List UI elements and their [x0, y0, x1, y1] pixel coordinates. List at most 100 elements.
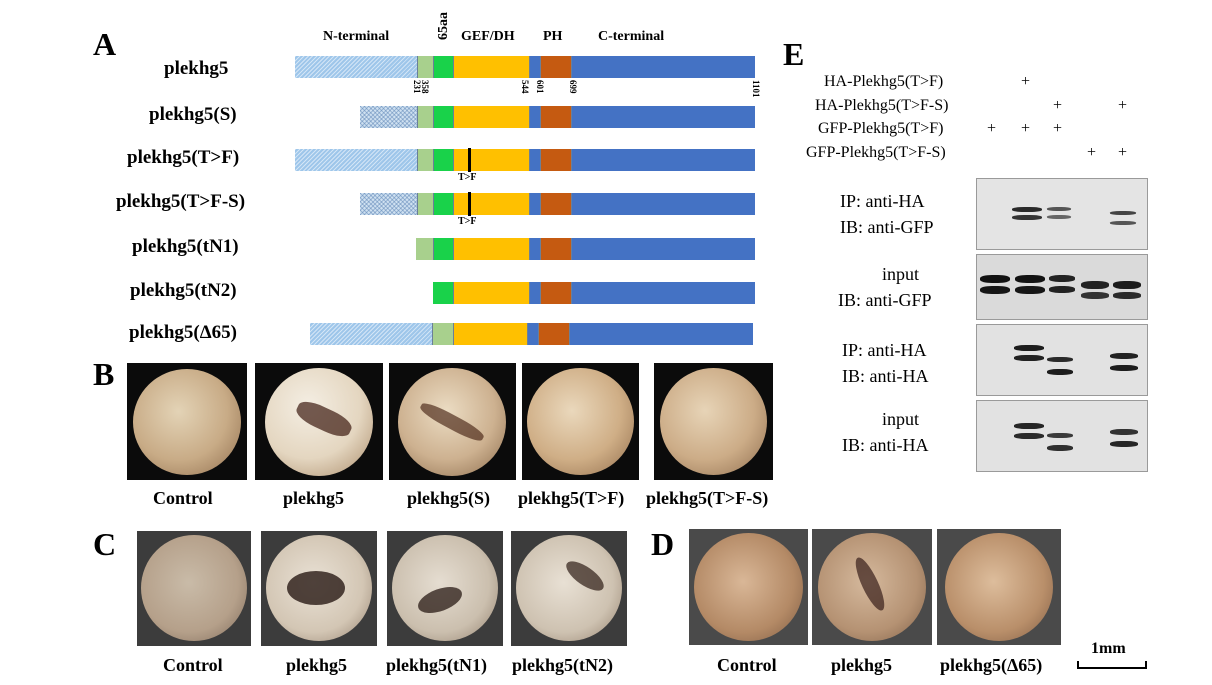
c-terminal-segment: [572, 193, 755, 215]
panel-label-a: A: [93, 26, 117, 62]
blot-label: IB: anti-HA: [842, 366, 929, 386]
position-number: 1101: [751, 80, 761, 98]
panel-label-b: B: [93, 356, 115, 392]
condition-label: plekhg5(tN1): [386, 655, 488, 675]
65aa-segment: [433, 282, 454, 304]
plus-sign: +: [1053, 97, 1063, 114]
mutation-marker: [468, 148, 471, 172]
light-green-segment: [416, 238, 434, 260]
light-green-segment: [418, 193, 434, 215]
panel-label-d: D: [651, 526, 675, 562]
panel-label-c: C: [93, 526, 117, 562]
embryo-image: [511, 531, 627, 646]
n-terminal-segment: [310, 323, 433, 345]
65aa-segment: [434, 106, 454, 128]
panel-label-e: E: [783, 36, 805, 72]
plus-sign: +: [987, 120, 997, 137]
ph-segment: [541, 56, 572, 78]
condition-label: plekhg5(S): [407, 488, 491, 508]
construct-name: plekhg5(tN2): [130, 280, 237, 301]
embryo-image: [261, 531, 377, 646]
embryo-image: [937, 529, 1061, 645]
ph-segment: [541, 238, 572, 260]
linker-segment: [528, 323, 539, 345]
position-number: 544: [520, 80, 530, 94]
mutation-label: T>F: [458, 216, 477, 227]
position-number: 358: [420, 80, 430, 94]
condition-label: plekhg5(Δ65): [940, 655, 1043, 675]
western-blot-image: [976, 324, 1148, 396]
light-green-segment: [418, 106, 434, 128]
position-number: 601: [535, 80, 545, 94]
condition-label: plekhg5(T>F): [518, 488, 625, 508]
gef-dh-segment: [454, 238, 530, 260]
gef-dh-segment: [454, 106, 530, 128]
western-blot-image: [976, 178, 1148, 250]
light-green-segment: [418, 149, 434, 171]
condition-label: plekhg5(tN2): [512, 655, 614, 675]
domain-header-ph: PH: [543, 29, 563, 44]
embryo-image: [812, 529, 932, 645]
scale-bar-label: 1mm: [1091, 640, 1126, 657]
gef-dh-segment: [454, 56, 530, 78]
position-number: 699: [568, 80, 578, 94]
condition-label: Control: [153, 488, 213, 508]
n-terminal-segment: [295, 56, 418, 78]
western-blot-image: [976, 254, 1148, 320]
condition-row-label: GFP-Plekhg5(T>F): [818, 120, 944, 137]
ph-segment: [541, 106, 572, 128]
c-terminal-segment: [572, 149, 755, 171]
embryo-image: [255, 363, 383, 480]
gef-dh-segment: [454, 282, 530, 304]
n-terminal-segment: [295, 149, 418, 171]
blot-label: IB: anti-GFP: [838, 290, 932, 310]
ph-segment: [539, 323, 570, 345]
condition-label: plekhg5: [831, 655, 893, 675]
blot-label: IP: anti-HA: [840, 191, 925, 211]
ph-segment: [541, 282, 572, 304]
plus-sign: +: [1053, 120, 1063, 137]
embryo-image: [387, 531, 503, 646]
gef-dh-segment: [454, 193, 530, 215]
domain-header-gef-dh: GEF/DH: [461, 29, 515, 44]
domain-header-n-terminal: N-terminal: [323, 29, 390, 44]
c-terminal-segment: [572, 106, 755, 128]
65aa-segment: [434, 149, 454, 171]
c-terminal-segment: [572, 56, 755, 78]
linker-segment: [530, 238, 541, 260]
blot-label: input: [882, 409, 920, 429]
plus-sign: +: [1087, 144, 1097, 161]
construct-name: plekhg5: [164, 58, 229, 79]
linker-segment: [530, 149, 541, 171]
gef-dh-segment: [454, 149, 530, 171]
construct-name: plekhg5(S): [149, 104, 237, 125]
plus-sign: +: [1021, 120, 1031, 137]
blot-label: IB: anti-HA: [842, 435, 929, 455]
condition-label: plekhg5: [283, 488, 345, 508]
blot-label: IB: anti-GFP: [840, 217, 934, 237]
plus-sign: +: [1118, 144, 1128, 161]
short-n-terminal-segment: [360, 106, 418, 128]
linker-segment: [530, 56, 541, 78]
embryo-image: [654, 363, 773, 480]
condition-label: plekhg5(T>F-S): [646, 488, 769, 508]
domain-header-65aa: 65aa: [436, 12, 451, 40]
embryo-image: [127, 363, 247, 480]
ph-segment: [541, 149, 572, 171]
plus-sign: +: [1021, 73, 1031, 90]
construct-name: plekhg5(tN1): [132, 236, 239, 257]
scale-bar: [1077, 661, 1147, 669]
condition-label: Control: [163, 655, 223, 675]
domain-header-c-terminal: C-terminal: [598, 29, 665, 44]
light-green-segment: [418, 56, 434, 78]
blot-label: input: [882, 264, 920, 284]
65aa-segment: [434, 56, 454, 78]
condition-row-label: HA-Plekhg5(T>F-S): [815, 97, 949, 114]
65aa-segment: [434, 193, 454, 215]
short-n-terminal-segment: [360, 193, 418, 215]
construct-name: plekhg5(T>F-S): [116, 191, 246, 212]
mutation-label: T>F: [458, 172, 477, 183]
c-terminal-segment: [572, 238, 755, 260]
condition-row-label: HA-Plekhg5(T>F): [824, 73, 944, 90]
